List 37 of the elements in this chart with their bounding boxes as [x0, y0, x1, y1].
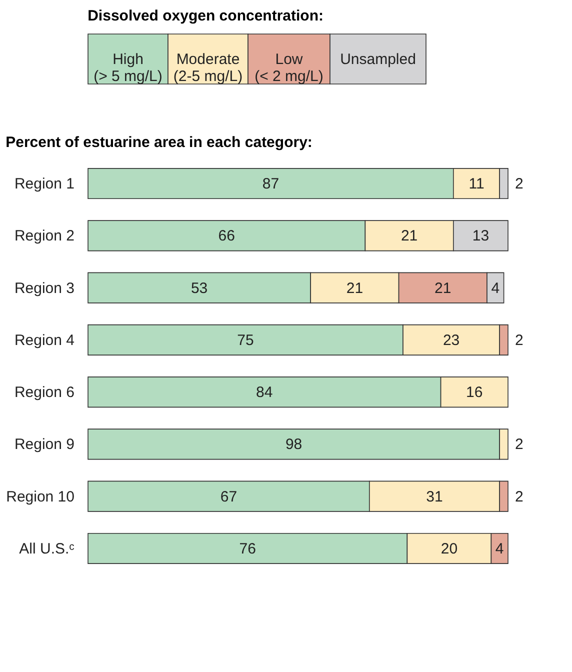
data-label: 75	[237, 332, 254, 349]
y-tick-label: Region 4	[14, 332, 74, 349]
data-label: 2	[515, 488, 524, 506]
data-label: 4	[491, 280, 500, 297]
data-label: 76	[239, 540, 256, 558]
data-label: 87	[262, 176, 280, 193]
data-label: 21	[434, 280, 452, 297]
y-tick-label: Region 3	[14, 280, 74, 297]
data-label: 21	[400, 228, 418, 245]
text: Low (< 2 mg/L)	[254, 51, 324, 85]
data-label: 13	[472, 228, 490, 245]
data-label: 53	[190, 280, 208, 297]
text: Moderate (2-5 mg/L)	[173, 51, 243, 85]
y-tick-label: All U.S.ᶜ	[19, 540, 74, 558]
text: Unsampled	[340, 51, 416, 68]
data-label: 20	[440, 540, 458, 558]
data-label: 67	[220, 488, 238, 506]
y-tick-label: Region 10	[6, 488, 74, 506]
data-label: 4	[495, 540, 504, 558]
data-label: 84	[256, 384, 273, 402]
chart-title: Percent of estuarine area in each category:	[6, 134, 312, 151]
data-label: 21	[346, 280, 364, 297]
legend-title: Dissolved oxygen concentration:	[88, 8, 324, 25]
y-tick-label: Region 9	[14, 436, 74, 454]
data-label: 2	[515, 176, 524, 193]
y-tick-label: Region 2	[14, 228, 74, 245]
text: High (> 5 mg/L)	[94, 51, 162, 85]
data-label: 66	[218, 228, 235, 245]
data-label: 31	[426, 488, 443, 506]
y-tick-label: Region 6	[14, 384, 74, 402]
data-label: 2	[515, 332, 524, 349]
data-label: 16	[466, 384, 483, 402]
y-tick-label: Region 1	[14, 176, 74, 193]
data-label: 98	[285, 436, 302, 454]
data-label: 11	[468, 176, 484, 193]
data-label: 2	[515, 436, 524, 454]
data-label: 23	[442, 332, 460, 349]
